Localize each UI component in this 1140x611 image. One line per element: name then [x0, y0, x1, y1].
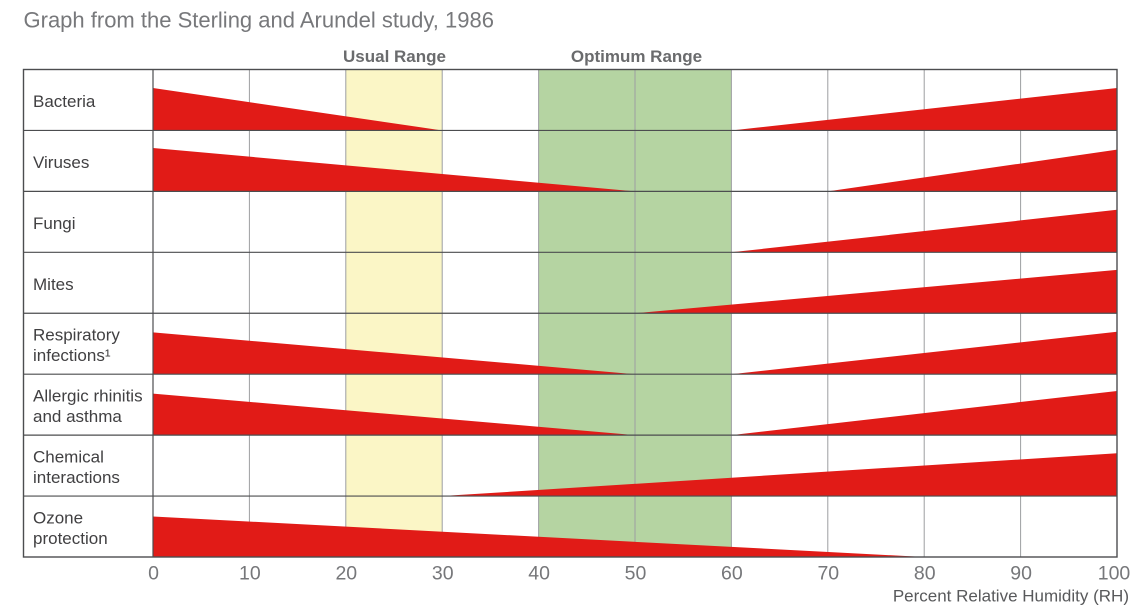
- svg-text:Viruses: Viruses: [33, 153, 89, 172]
- svg-text:0: 0: [148, 562, 159, 584]
- svg-text:Fungi: Fungi: [33, 214, 76, 233]
- svg-text:100: 100: [1098, 562, 1131, 584]
- svg-text:60: 60: [721, 562, 743, 584]
- svg-text:Respiratory: Respiratory: [33, 326, 120, 345]
- svg-text:Usual Range: Usual Range: [343, 47, 446, 66]
- svg-text:80: 80: [914, 562, 936, 584]
- svg-text:Percent Relative Humidity (RH): Percent Relative Humidity (RH): [893, 586, 1129, 605]
- svg-text:protection: protection: [33, 529, 108, 548]
- svg-text:Allergic rhinitis: Allergic rhinitis: [33, 387, 143, 406]
- svg-text:Mites: Mites: [33, 275, 74, 294]
- svg-text:Optimum Range: Optimum Range: [571, 47, 702, 66]
- svg-text:Chemical: Chemical: [33, 447, 104, 466]
- svg-text:interactions: interactions: [33, 468, 120, 487]
- svg-text:90: 90: [1010, 562, 1032, 584]
- svg-text:Ozone: Ozone: [33, 508, 83, 527]
- svg-text:Bacteria: Bacteria: [33, 92, 96, 111]
- svg-text:70: 70: [817, 562, 839, 584]
- svg-text:40: 40: [528, 562, 550, 584]
- svg-text:30: 30: [432, 562, 454, 584]
- svg-text:and asthma: and asthma: [33, 407, 122, 426]
- svg-text:50: 50: [625, 562, 647, 584]
- svg-text:Graph from the Sterling and Ar: Graph from the Sterling and Arundel stud…: [24, 8, 494, 33]
- svg-text:infections¹: infections¹: [33, 346, 111, 365]
- svg-text:10: 10: [239, 562, 261, 584]
- svg-text:20: 20: [335, 562, 357, 584]
